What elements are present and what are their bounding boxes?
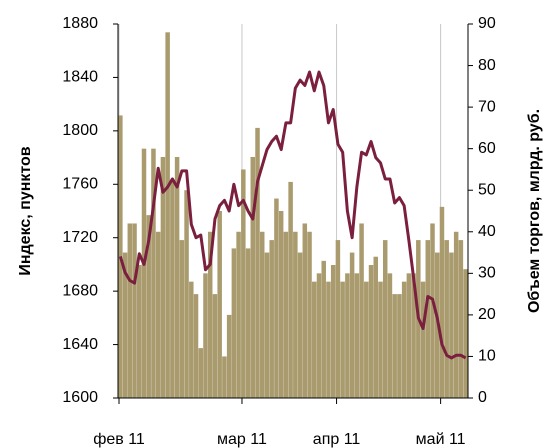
bar: [453, 231, 459, 398]
bar: [259, 231, 265, 398]
y-tick-label: 1720: [62, 229, 98, 246]
bar: [297, 252, 303, 398]
bar: [122, 252, 128, 398]
y2-tick-label: 20: [478, 306, 496, 323]
y2-tick-label: 50: [478, 181, 496, 198]
bar: [326, 281, 331, 398]
bar: [207, 231, 213, 398]
line: [118, 70, 467, 360]
bar: [302, 223, 308, 398]
bar: [439, 206, 445, 398]
y-tick-label: 1760: [62, 176, 98, 193]
bar: [411, 273, 416, 398]
bar: [127, 223, 133, 398]
y2-tick-label: 40: [478, 223, 496, 240]
bar: [137, 265, 142, 398]
bar: [444, 240, 449, 398]
x-tick-label: мар 11: [217, 431, 267, 448]
y2-tick-label: 60: [478, 140, 496, 157]
bar: [212, 294, 218, 398]
bar: [160, 156, 166, 398]
bar: [378, 281, 383, 398]
bar: [373, 256, 378, 398]
bar: [359, 223, 364, 398]
bar: [364, 281, 369, 398]
bar: [345, 273, 350, 398]
bar: [330, 265, 336, 398]
bar: [245, 248, 251, 398]
bar: [274, 198, 279, 398]
bar: [425, 240, 431, 398]
bar: [151, 148, 156, 398]
x-tick-label: фев 11: [93, 431, 145, 448]
bar: [250, 156, 256, 398]
bar: [165, 32, 170, 399]
bar: [189, 281, 194, 398]
bar: [307, 231, 312, 398]
bar: [321, 260, 326, 398]
y-axis-label: Индекс, пунктов: [17, 146, 34, 275]
y2-tick-label: 70: [478, 98, 496, 115]
y2-tick-label: 10: [478, 348, 496, 365]
bar: [406, 273, 412, 398]
bar: [368, 265, 374, 398]
bar: [312, 281, 317, 398]
bar: [226, 314, 232, 398]
y2-tick-label: 30: [478, 265, 496, 282]
bar: [193, 294, 199, 398]
bar: [335, 240, 341, 398]
bar: [420, 281, 426, 398]
bar: [278, 211, 284, 398]
bar: [449, 252, 454, 398]
bar: [283, 231, 289, 398]
bar: [316, 273, 322, 398]
y-tick-label: 1600: [62, 389, 98, 406]
x-tick-label: апр 11: [313, 431, 361, 448]
bar: [217, 211, 222, 398]
bar: [340, 281, 345, 398]
bar: [382, 240, 388, 398]
y2-tick-label: 90: [478, 15, 496, 32]
y-tick-label: 1680: [62, 282, 98, 299]
y2-axis-label: Объем торгов, млрд. руб.: [526, 109, 543, 313]
bar: [170, 181, 175, 398]
y2-tick-label: 0: [478, 389, 487, 406]
bar: [293, 231, 298, 398]
bar: [264, 252, 270, 398]
bar: [392, 294, 397, 398]
bar: [198, 348, 203, 398]
bar: [184, 190, 189, 398]
bar: [387, 273, 393, 398]
y-tick-label: 1880: [62, 15, 98, 32]
bar: [354, 273, 360, 398]
bar: [401, 281, 407, 398]
bar: [349, 252, 355, 398]
y-tick-label: 1800: [62, 122, 98, 139]
bar: [179, 240, 185, 398]
bar: [463, 269, 468, 398]
bar: [269, 240, 274, 398]
bar: [458, 240, 464, 398]
bar: [255, 127, 260, 398]
bar: [288, 181, 293, 398]
y-tick-label: 1840: [62, 69, 98, 86]
bar: [141, 148, 147, 398]
bar: [174, 156, 180, 398]
y2-tick-label: 80: [478, 57, 496, 74]
bar: [397, 294, 402, 398]
y-tick-label: 1640: [62, 336, 98, 353]
bar: [132, 223, 137, 398]
bar: [146, 215, 151, 398]
bar: [155, 231, 161, 398]
bar: [236, 231, 241, 398]
bar: [222, 356, 227, 398]
bar: [203, 273, 208, 398]
bar: [231, 248, 237, 398]
x-tick-label: май 11: [416, 431, 466, 448]
bar: [241, 169, 246, 398]
bar: [430, 223, 435, 398]
